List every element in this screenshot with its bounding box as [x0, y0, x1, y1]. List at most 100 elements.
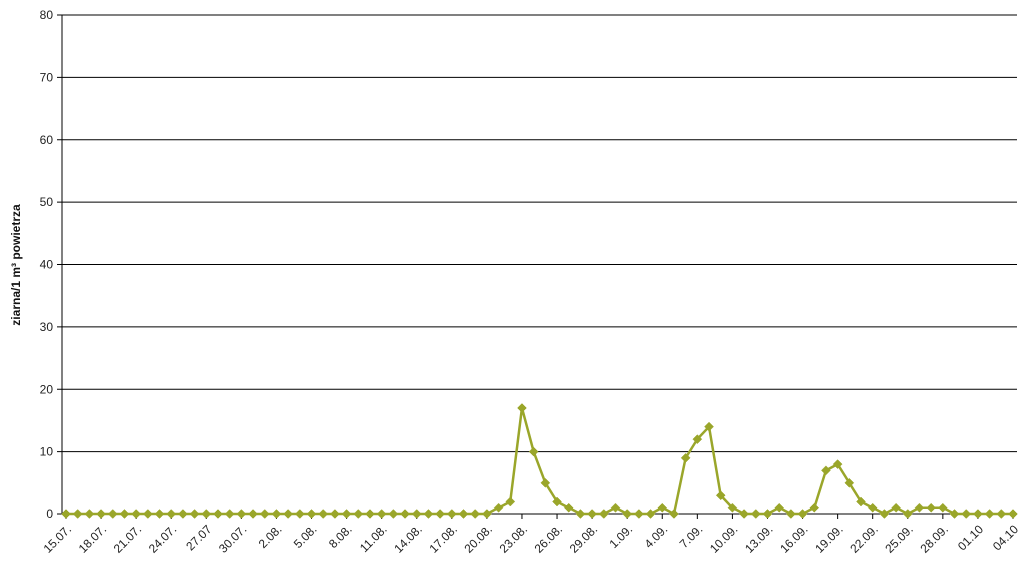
data-point-marker: [142, 509, 153, 519]
data-point-marker: [809, 502, 820, 513]
y-axis-title: ziarna/1 m³ powietrza: [9, 204, 23, 326]
x-tick-label: 1.09.: [607, 522, 636, 551]
data-point-marker: [248, 509, 258, 519]
y-tick-label: 50: [40, 195, 54, 209]
data-point-marker: [937, 502, 948, 513]
data-point-marker: [552, 496, 562, 507]
x-tick-label: 20.08.: [462, 522, 495, 555]
data-point-marker: [844, 477, 855, 488]
data-point-marker: [984, 509, 995, 519]
y-tick-label: 70: [40, 70, 54, 84]
x-tick-label: 17.08.: [426, 522, 459, 555]
data-point-marker: [154, 509, 165, 519]
data-point-marker: [341, 509, 352, 519]
data-point-marker: [739, 509, 749, 519]
x-tick-label: 22.09.: [847, 522, 880, 555]
data-point-marker: [388, 509, 399, 519]
data-point-marker: [634, 509, 644, 519]
data-point-marker: [224, 509, 235, 519]
data-point-marker: [645, 509, 656, 519]
x-tick-label: 04.10: [990, 522, 1019, 553]
data-point-marker: [680, 453, 691, 463]
x-tick-label: 29.08.: [567, 522, 600, 555]
x-tick-label: 4.09.: [642, 522, 671, 551]
y-tick-label: 20: [40, 382, 54, 396]
data-point-marker: [797, 509, 808, 519]
y-tick-label: 40: [40, 258, 54, 272]
data-point-marker: [891, 502, 901, 513]
data-point-marker: [84, 509, 95, 519]
data-point-marker: [96, 509, 106, 519]
x-tick-label: 15.07.: [41, 522, 74, 555]
x-tick-label: 2.08.: [256, 522, 285, 551]
data-point-marker: [119, 509, 130, 519]
data-point-marker: [435, 509, 445, 519]
x-tick-label: 28.09.: [917, 522, 950, 555]
data-point-marker: [622, 509, 633, 519]
data-point-marker: [376, 509, 387, 519]
x-tick-label: 14.08.: [391, 522, 424, 555]
data-point-marker: [762, 509, 773, 519]
data-point-marker: [856, 496, 866, 507]
y-tick-labels: 0 10 20 30 40 50 60 70 80: [40, 8, 54, 521]
data-point-marker: [528, 446, 539, 457]
data-point-marker: [61, 509, 71, 519]
axes: [61, 15, 1017, 519]
series-line-path: [66, 406, 1013, 516]
data-point-marker: [587, 509, 597, 519]
data-point-marker: [166, 509, 177, 519]
data-point-marker: [178, 509, 188, 519]
y-tick-label: 0: [46, 507, 53, 521]
data-point-marker: [821, 465, 831, 476]
data-point-marker: [563, 502, 574, 513]
data-point-marker: [411, 509, 422, 519]
data-point-marker: [727, 502, 738, 513]
data-point-marker: [914, 502, 925, 513]
data-point-marker: [131, 509, 142, 519]
series-line: [66, 406, 1013, 516]
data-point-marker: [517, 403, 527, 413]
x-tick-label: 19.09.: [812, 522, 845, 555]
y-tick-label: 60: [40, 133, 54, 147]
data-point-marker: [750, 509, 761, 519]
data-point-marker: [996, 509, 1007, 519]
data-point-marker: [961, 509, 972, 519]
data-point-marker: [283, 509, 293, 519]
data-point-marker: [832, 459, 843, 469]
data-point-marker: [949, 509, 960, 519]
gridlines: [57, 14, 1017, 515]
x-tick-label: 30.07.: [216, 522, 249, 555]
x-tick-label: 25.09.: [882, 522, 915, 555]
x-tick-labels: 15.07. 18.07. 21.07. 24.07. 27.07 30.07. 2.08.…: [41, 522, 1019, 556]
data-point-marker: [458, 509, 469, 519]
data-point-marker: [540, 477, 551, 488]
data-point-marker: [973, 509, 983, 519]
series-markers: [61, 403, 1018, 519]
data-point-marker: [669, 509, 679, 519]
data-point-marker: [715, 490, 726, 501]
data-point-marker: [926, 502, 937, 513]
data-point-marker: [294, 509, 305, 519]
data-point-marker: [423, 509, 434, 519]
data-point-marker: [446, 509, 457, 519]
data-point-marker: [318, 509, 329, 519]
data-point-marker: [470, 509, 481, 519]
data-point-marker: [213, 509, 223, 519]
x-tick-label: 8.08.: [326, 522, 355, 551]
data-point-marker: [879, 509, 890, 519]
x-tick-label: 26.08.: [532, 522, 565, 555]
data-point-marker: [72, 509, 83, 519]
data-point-marker: [271, 509, 282, 519]
x-tick-label: 10.09.: [707, 522, 740, 555]
data-point-marker: [330, 509, 340, 519]
data-point-marker: [867, 502, 878, 513]
x-tick-label: 16.09.: [777, 522, 810, 555]
data-point-marker: [610, 502, 621, 513]
data-point-marker: [575, 509, 586, 519]
y-tick-label: 30: [40, 320, 54, 334]
x-tick-label: 11.08.: [357, 522, 390, 555]
y-tick-label: 10: [40, 445, 54, 459]
data-point-marker: [598, 509, 609, 519]
x-tick-label: 5.08.: [291, 522, 320, 551]
